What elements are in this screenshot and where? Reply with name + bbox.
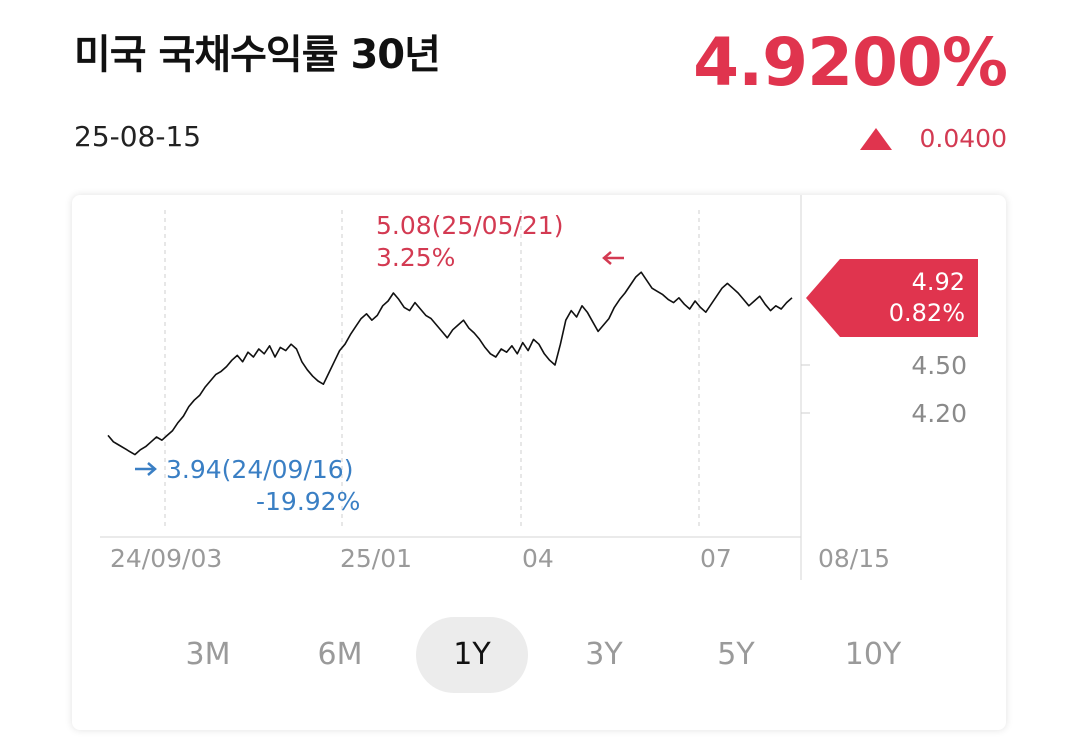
period-button-5y[interactable]: 5Y xyxy=(717,637,755,672)
period-button-1y[interactable]: 1Y xyxy=(416,617,528,693)
high-annotation-percent: 3.25% xyxy=(376,243,455,272)
x-tick-label: 08/15 xyxy=(818,544,890,573)
right-arrow-icon xyxy=(135,462,157,476)
y-axis: 4.50 4.20 xyxy=(801,351,967,428)
low-annotation-label: 3.94(24/09/16) xyxy=(166,455,353,484)
current-price: 4.9200% xyxy=(693,24,1008,101)
x-tick-label: 25/01 xyxy=(340,544,412,573)
x-axis: 24/09/03 25/01 04 07 08/15 xyxy=(110,544,890,573)
badge-value: 4.92 xyxy=(912,268,965,296)
price-change-value: 0.0400 xyxy=(919,124,1007,153)
page-title: 미국 국채수익률 30년 xyxy=(74,32,441,78)
current-value-badge xyxy=(806,259,978,337)
price-line xyxy=(107,271,793,456)
quote-date: 25-08-15 xyxy=(74,120,202,153)
low-annotation-percent: -19.92% xyxy=(256,487,360,516)
y-tick-label: 4.20 xyxy=(911,399,967,428)
period-button-3y[interactable]: 3Y xyxy=(585,637,623,672)
chart-grid xyxy=(100,195,802,580)
period-button-3m[interactable]: 3M xyxy=(185,637,231,672)
y-tick-label: 4.50 xyxy=(911,351,967,380)
x-tick-label: 04 xyxy=(522,544,554,573)
price-change: 0.0400 xyxy=(859,124,1007,153)
x-tick-label: 24/09/03 xyxy=(110,544,222,573)
x-tick-label: 07 xyxy=(700,544,732,573)
up-triangle-icon xyxy=(859,127,892,150)
high-annotation-label: 5.08(25/05/21) xyxy=(376,211,563,240)
period-button-10y[interactable]: 10Y xyxy=(844,637,902,672)
period-selector: 3M 6M 1Y 3Y 5Y 10Y xyxy=(0,617,1079,693)
left-arrow-icon xyxy=(602,251,624,265)
period-button-6m[interactable]: 6M xyxy=(317,637,363,672)
badge-percent: 0.82% xyxy=(889,299,965,327)
